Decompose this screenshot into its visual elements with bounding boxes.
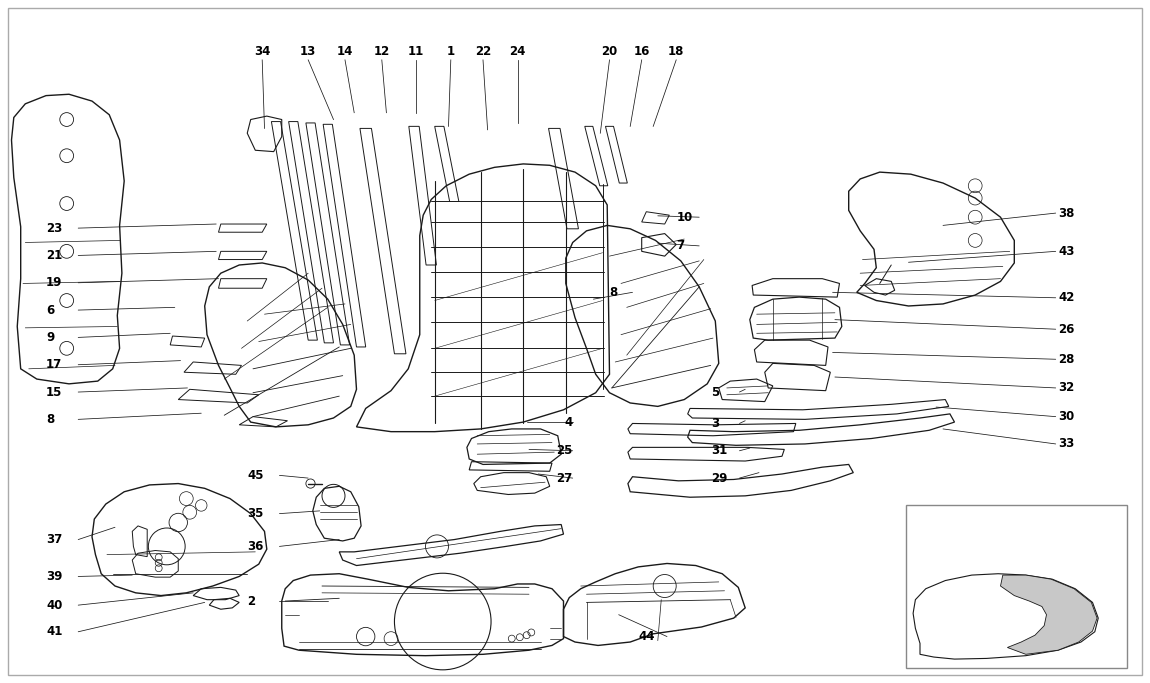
Text: 45: 45 <box>247 469 263 482</box>
Text: 13: 13 <box>300 45 316 59</box>
Text: 41: 41 <box>46 625 62 639</box>
Text: 37: 37 <box>46 533 62 546</box>
Text: 33: 33 <box>1058 437 1074 451</box>
Text: 36: 36 <box>247 540 263 553</box>
Text: 32: 32 <box>1058 381 1074 395</box>
Text: 30: 30 <box>1058 410 1074 423</box>
Text: 6: 6 <box>46 303 54 317</box>
Text: 11: 11 <box>408 45 424 59</box>
Text: 8: 8 <box>610 285 618 299</box>
Text: 8: 8 <box>46 413 54 426</box>
Text: 40: 40 <box>46 598 62 612</box>
Text: 14: 14 <box>337 45 353 59</box>
Text: 27: 27 <box>557 471 573 485</box>
Text: 18: 18 <box>668 45 684 59</box>
Text: 1: 1 <box>446 45 455 59</box>
Text: 4: 4 <box>565 415 573 429</box>
FancyBboxPatch shape <box>906 505 1127 668</box>
Text: 10: 10 <box>676 210 692 224</box>
Text: 24: 24 <box>509 45 526 59</box>
Text: 21: 21 <box>46 249 62 262</box>
Text: 12: 12 <box>374 45 390 59</box>
Text: 44: 44 <box>638 630 654 643</box>
Text: 17: 17 <box>46 358 62 372</box>
Text: 19: 19 <box>46 276 62 290</box>
Text: 7: 7 <box>676 239 684 253</box>
Text: 15: 15 <box>46 385 62 399</box>
Text: 42: 42 <box>1058 291 1074 305</box>
Text: 39: 39 <box>46 570 62 583</box>
Text: 43: 43 <box>1058 245 1074 258</box>
Text: 28: 28 <box>1058 352 1074 366</box>
Text: 5: 5 <box>711 385 719 399</box>
Text: 22: 22 <box>475 45 491 59</box>
Text: 3: 3 <box>711 417 719 430</box>
Text: 35: 35 <box>247 507 263 520</box>
Text: 26: 26 <box>1058 322 1074 336</box>
Text: 29: 29 <box>711 471 727 485</box>
Text: 9: 9 <box>46 331 54 344</box>
Text: 34: 34 <box>254 45 270 59</box>
Text: 20: 20 <box>601 45 618 59</box>
Text: 16: 16 <box>634 45 650 59</box>
Text: 23: 23 <box>46 221 62 235</box>
Text: 31: 31 <box>711 444 727 458</box>
Text: 25: 25 <box>557 444 573 458</box>
Polygon shape <box>1000 575 1097 654</box>
Text: 38: 38 <box>1058 206 1074 220</box>
Text: 2: 2 <box>247 594 255 608</box>
